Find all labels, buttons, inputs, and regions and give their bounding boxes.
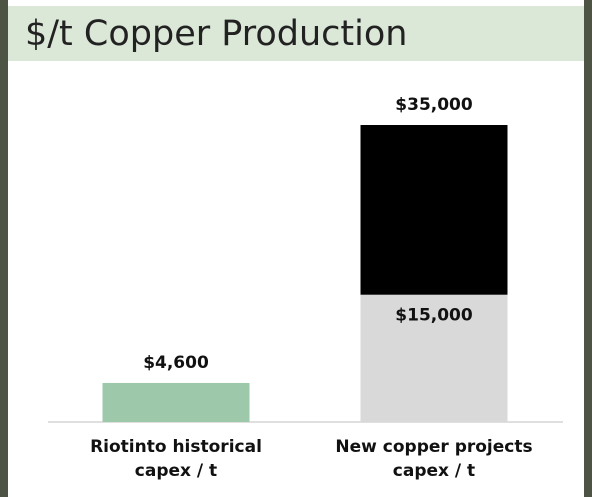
segment-label: $15,000 — [395, 306, 473, 326]
x-tick-label: New copper projects capex / t — [335, 437, 533, 481]
bar-segment — [102, 382, 250, 422]
total-label: $4,600 — [143, 353, 209, 373]
x-tick-label: Riotinto historical capex / t — [90, 437, 262, 481]
chart-title: $/t Copper Production — [25, 14, 407, 54]
total-label: $35,000 — [395, 95, 473, 115]
bar-segment — [360, 294, 508, 422]
bar-segment — [360, 125, 508, 295]
title-band — [8, 6, 584, 61]
